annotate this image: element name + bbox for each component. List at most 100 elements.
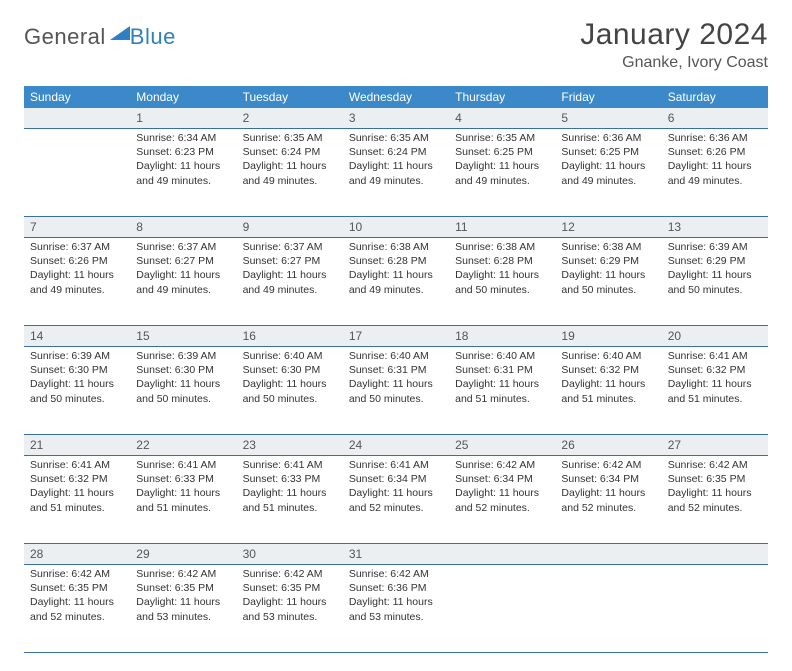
day-number: 9 — [237, 217, 343, 238]
sunset-text: Sunset: 6:23 PM — [136, 145, 230, 159]
day-cell-content: Sunrise: 6:36 AMSunset: 6:25 PMDaylight:… — [555, 129, 661, 192]
day-cell: Sunrise: 6:42 AMSunset: 6:35 PMDaylight:… — [662, 456, 768, 544]
day-cell: Sunrise: 6:40 AMSunset: 6:30 PMDaylight:… — [237, 347, 343, 435]
day-cell-content: Sunrise: 6:41 AMSunset: 6:34 PMDaylight:… — [343, 456, 449, 519]
day-number: 16 — [237, 326, 343, 347]
sunrise-text: Sunrise: 6:38 AM — [349, 240, 443, 254]
daylight-text: Daylight: 11 hours and 52 minutes. — [561, 486, 655, 514]
sunrise-text: Sunrise: 6:34 AM — [136, 131, 230, 145]
day-cell: Sunrise: 6:40 AMSunset: 6:32 PMDaylight:… — [555, 347, 661, 435]
day-cell-content: Sunrise: 6:41 AMSunset: 6:32 PMDaylight:… — [24, 456, 130, 519]
sunrise-text: Sunrise: 6:39 AM — [136, 349, 230, 363]
week-row: Sunrise: 6:37 AMSunset: 6:26 PMDaylight:… — [24, 238, 768, 326]
sunset-text: Sunset: 6:33 PM — [243, 472, 337, 486]
day-header: Sunday — [24, 86, 130, 108]
sunrise-text: Sunrise: 6:39 AM — [30, 349, 124, 363]
sunrise-text: Sunrise: 6:35 AM — [349, 131, 443, 145]
day-cell: Sunrise: 6:39 AMSunset: 6:29 PMDaylight:… — [662, 238, 768, 326]
day-number: 4 — [449, 108, 555, 129]
daylight-text: Daylight: 11 hours and 50 minutes. — [455, 268, 549, 296]
sunrise-text: Sunrise: 6:41 AM — [243, 458, 337, 472]
sunset-text: Sunset: 6:24 PM — [349, 145, 443, 159]
day-cell: Sunrise: 6:34 AMSunset: 6:23 PMDaylight:… — [130, 129, 236, 217]
day-cell-content: Sunrise: 6:36 AMSunset: 6:26 PMDaylight:… — [662, 129, 768, 192]
daylight-text: Daylight: 11 hours and 49 minutes. — [349, 159, 443, 187]
sunset-text: Sunset: 6:29 PM — [561, 254, 655, 268]
sunset-text: Sunset: 6:25 PM — [561, 145, 655, 159]
sunset-text: Sunset: 6:24 PM — [243, 145, 337, 159]
sunset-text: Sunset: 6:29 PM — [668, 254, 762, 268]
sunrise-text: Sunrise: 6:39 AM — [668, 240, 762, 254]
day-number: 17 — [343, 326, 449, 347]
day-cell: Sunrise: 6:39 AMSunset: 6:30 PMDaylight:… — [24, 347, 130, 435]
day-cell-content: Sunrise: 6:42 AMSunset: 6:35 PMDaylight:… — [24, 565, 130, 628]
daylight-text: Daylight: 11 hours and 52 minutes. — [668, 486, 762, 514]
day-cell: Sunrise: 6:38 AMSunset: 6:28 PMDaylight:… — [449, 238, 555, 326]
daylight-text: Daylight: 11 hours and 49 minutes. — [349, 268, 443, 296]
day-cell: Sunrise: 6:42 AMSunset: 6:35 PMDaylight:… — [130, 565, 236, 653]
daylight-text: Daylight: 11 hours and 50 minutes. — [668, 268, 762, 296]
daylight-text: Daylight: 11 hours and 51 minutes. — [561, 377, 655, 405]
daylight-text: Daylight: 11 hours and 53 minutes. — [243, 595, 337, 623]
sunset-text: Sunset: 6:32 PM — [30, 472, 124, 486]
day-cell: Sunrise: 6:42 AMSunset: 6:34 PMDaylight:… — [449, 456, 555, 544]
day-cell-content: Sunrise: 6:42 AMSunset: 6:35 PMDaylight:… — [662, 456, 768, 519]
week-row: Sunrise: 6:41 AMSunset: 6:32 PMDaylight:… — [24, 456, 768, 544]
sunset-text: Sunset: 6:35 PM — [136, 581, 230, 595]
sunset-text: Sunset: 6:30 PM — [243, 363, 337, 377]
day-cell: Sunrise: 6:37 AMSunset: 6:27 PMDaylight:… — [237, 238, 343, 326]
day-cell — [555, 565, 661, 653]
sunrise-text: Sunrise: 6:40 AM — [349, 349, 443, 363]
day-number: 25 — [449, 435, 555, 456]
triangle-icon — [110, 26, 130, 49]
sunrise-text: Sunrise: 6:37 AM — [30, 240, 124, 254]
day-cell-content: Sunrise: 6:42 AMSunset: 6:34 PMDaylight:… — [449, 456, 555, 519]
sunrise-text: Sunrise: 6:37 AM — [243, 240, 337, 254]
sunset-text: Sunset: 6:31 PM — [455, 363, 549, 377]
daylight-text: Daylight: 11 hours and 52 minutes. — [455, 486, 549, 514]
day-cell-content: Sunrise: 6:39 AMSunset: 6:30 PMDaylight:… — [24, 347, 130, 410]
day-number — [449, 544, 555, 565]
daynum-row: 78910111213 — [24, 217, 768, 238]
sunrise-text: Sunrise: 6:41 AM — [30, 458, 124, 472]
sunset-text: Sunset: 6:31 PM — [349, 363, 443, 377]
day-cell-content: Sunrise: 6:34 AMSunset: 6:23 PMDaylight:… — [130, 129, 236, 192]
day-cell: Sunrise: 6:35 AMSunset: 6:25 PMDaylight:… — [449, 129, 555, 217]
day-cell-content: Sunrise: 6:35 AMSunset: 6:24 PMDaylight:… — [343, 129, 449, 192]
sunrise-text: Sunrise: 6:42 AM — [668, 458, 762, 472]
sunrise-text: Sunrise: 6:38 AM — [455, 240, 549, 254]
day-cell-content: Sunrise: 6:35 AMSunset: 6:24 PMDaylight:… — [237, 129, 343, 192]
day-cell: Sunrise: 6:36 AMSunset: 6:26 PMDaylight:… — [662, 129, 768, 217]
day-number: 14 — [24, 326, 130, 347]
daylight-text: Daylight: 11 hours and 49 minutes. — [243, 159, 337, 187]
daylight-text: Daylight: 11 hours and 50 minutes. — [136, 377, 230, 405]
sunset-text: Sunset: 6:34 PM — [561, 472, 655, 486]
day-cell: Sunrise: 6:36 AMSunset: 6:25 PMDaylight:… — [555, 129, 661, 217]
calendar-page: General Blue January 2024 Gnanke, Ivory … — [0, 0, 792, 671]
day-number: 22 — [130, 435, 236, 456]
day-cell: Sunrise: 6:41 AMSunset: 6:33 PMDaylight:… — [130, 456, 236, 544]
day-number: 3 — [343, 108, 449, 129]
day-cell-content: Sunrise: 6:40 AMSunset: 6:30 PMDaylight:… — [237, 347, 343, 410]
day-number: 7 — [24, 217, 130, 238]
sunset-text: Sunset: 6:28 PM — [349, 254, 443, 268]
day-number: 18 — [449, 326, 555, 347]
day-cell-content: Sunrise: 6:38 AMSunset: 6:29 PMDaylight:… — [555, 238, 661, 301]
daylight-text: Daylight: 11 hours and 52 minutes. — [349, 486, 443, 514]
daylight-text: Daylight: 11 hours and 51 minutes. — [136, 486, 230, 514]
sunrise-text: Sunrise: 6:41 AM — [349, 458, 443, 472]
sunset-text: Sunset: 6:27 PM — [136, 254, 230, 268]
sunset-text: Sunset: 6:35 PM — [30, 581, 124, 595]
daylight-text: Daylight: 11 hours and 49 minutes. — [243, 268, 337, 296]
daynum-row: 28293031 — [24, 544, 768, 565]
sunrise-text: Sunrise: 6:42 AM — [30, 567, 124, 581]
day-cell-content: Sunrise: 6:40 AMSunset: 6:31 PMDaylight:… — [343, 347, 449, 410]
sunset-text: Sunset: 6:35 PM — [243, 581, 337, 595]
day-number: 28 — [24, 544, 130, 565]
day-cell: Sunrise: 6:40 AMSunset: 6:31 PMDaylight:… — [343, 347, 449, 435]
daylight-text: Daylight: 11 hours and 51 minutes. — [455, 377, 549, 405]
sunrise-text: Sunrise: 6:35 AM — [455, 131, 549, 145]
day-cell-content: Sunrise: 6:40 AMSunset: 6:32 PMDaylight:… — [555, 347, 661, 410]
day-number: 26 — [555, 435, 661, 456]
sunset-text: Sunset: 6:30 PM — [30, 363, 124, 377]
